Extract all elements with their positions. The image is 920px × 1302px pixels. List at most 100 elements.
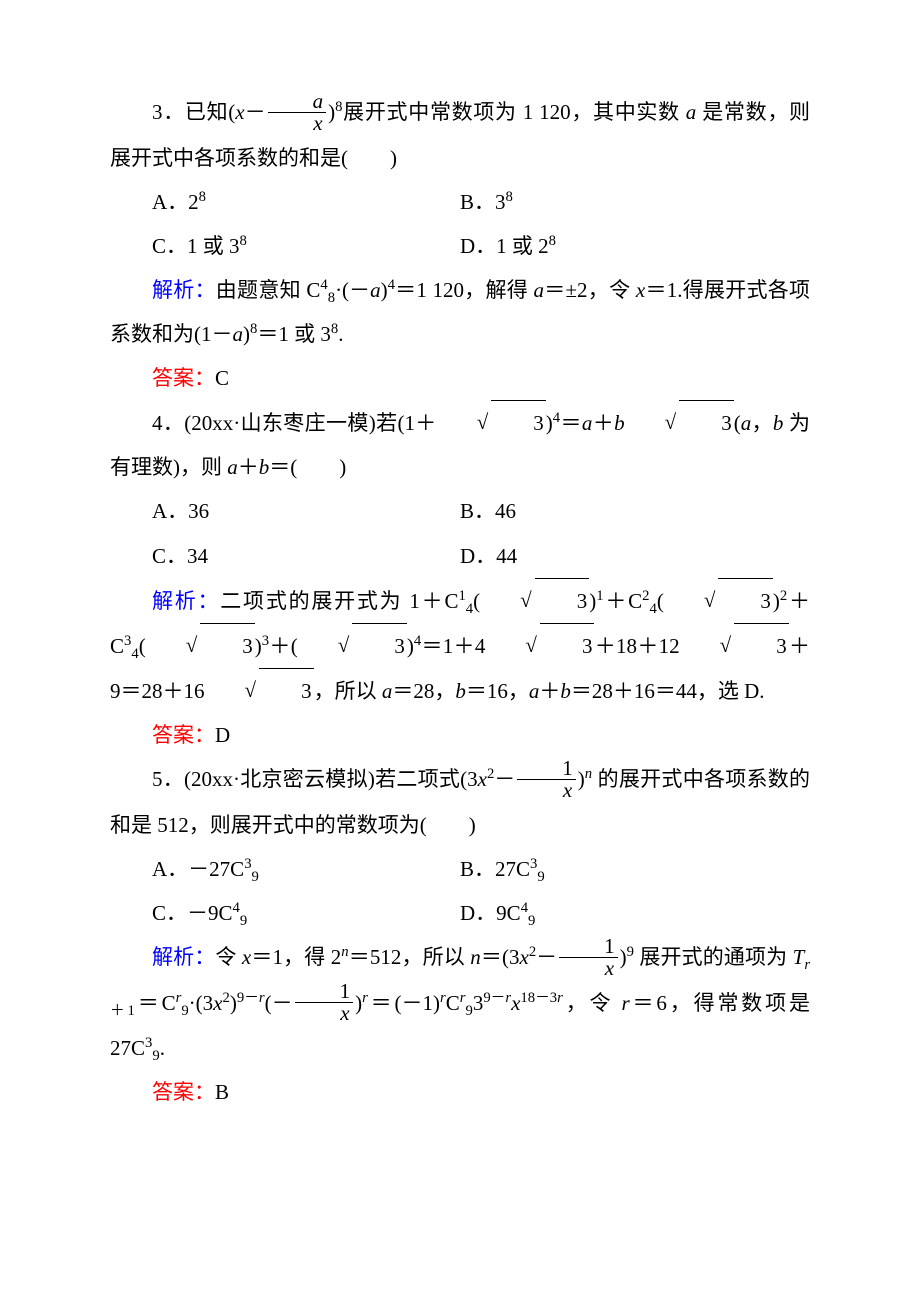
fraction-1-over-x: 1x: [559, 936, 618, 979]
text: B．27C: [460, 857, 530, 881]
q4-stem: 4．(20xx·山东枣庄一模)若(1＋3)4＝a＋b3(a，b 为有理数)，则 …: [110, 400, 810, 489]
q5-solution: 解析：令 x＝1，得 2n＝512，所以 n＝(3x2－1x)9 展开式的通项为…: [110, 935, 810, 1070]
sqrt-3: 3: [680, 623, 789, 668]
q5-options-row1: A．－27C39 B．27C39: [110, 847, 810, 891]
text: ＝1 120，解得: [395, 278, 534, 302]
var-a: a: [382, 679, 393, 703]
q4-option-a: A．36: [110, 489, 460, 533]
answer-label: 答案：: [152, 1080, 215, 1104]
text: ，: [751, 411, 773, 435]
text: ＝28＋16＝44，选 D.: [571, 679, 765, 703]
q3-option-b: B．38: [460, 180, 810, 224]
text: －: [494, 767, 515, 791]
radicand: 3: [718, 578, 773, 623]
document-page: 3．已知(x－ax)8展开式中常数项为 1 120，其中实数 a 是常数，则展开…: [0, 0, 920, 1175]
denominator: x: [295, 1002, 354, 1024]
radicand: 3: [540, 623, 595, 668]
text: A．－27C: [152, 857, 244, 881]
radicand: 3: [259, 668, 314, 713]
q5-answer: 答案：B: [110, 1070, 810, 1114]
exp-18-3r: 18－3r: [520, 990, 562, 1006]
q3-stem: 3．已知(x－ax)8展开式中常数项为 1 120，其中实数 a 是常数，则展开…: [110, 90, 810, 180]
sub: 9: [181, 1003, 188, 1019]
var-x: x: [235, 100, 244, 124]
text: ): [620, 945, 627, 969]
text: ): [407, 634, 414, 658]
var-b: b: [773, 411, 784, 435]
sqrt-3: 3: [437, 400, 546, 445]
text: ＝28，: [392, 679, 455, 703]
answer-label: 答案：: [152, 723, 215, 747]
var-b: b: [259, 455, 270, 479]
fraction-1-over-x: 1x: [517, 758, 576, 801]
var-n: n: [341, 944, 348, 960]
var-a: a: [233, 322, 244, 346]
sqrt-3: 3: [205, 668, 314, 713]
q3-option-c: C．1 或 38: [110, 224, 460, 268]
text: ): [255, 634, 262, 658]
q5-option-c: C．－9C49: [110, 891, 460, 935]
text: 3: [473, 991, 484, 1015]
fraction-1-over-x: 1x: [295, 981, 354, 1024]
q4-options-row1: A．36 B．46: [110, 489, 810, 533]
exp: 4: [388, 277, 395, 293]
text: ＋: [592, 411, 614, 435]
var-x: x: [478, 767, 487, 791]
text: ＝16，: [466, 679, 529, 703]
var-x: x: [242, 945, 251, 969]
var-x: x: [636, 278, 645, 302]
q3-answer: 答案：C: [110, 356, 810, 400]
sub: 4: [131, 646, 138, 662]
q4-solution: 解析：二项式的展开式为 1＋C14(3)1＋C24(3)2＋C34(3)3＋(3…: [110, 578, 810, 713]
text: 9－: [483, 990, 505, 1006]
q4-options-row2: C．34 D．44: [110, 534, 810, 578]
numerator: 1: [559, 936, 618, 957]
text: ): [578, 767, 585, 791]
radicand: 3: [491, 400, 546, 445]
text: ): [773, 589, 780, 613]
text: D．9C: [460, 901, 521, 925]
sqrt-3: 3: [664, 578, 773, 623]
text: ＝C: [135, 991, 176, 1015]
var-a: a: [227, 455, 238, 479]
sup: 1: [458, 588, 465, 604]
text: ＝±2，令: [544, 278, 636, 302]
q3-options-row1: A．28 B．38: [110, 180, 810, 224]
text: (: [734, 411, 741, 435]
text: 18－3: [520, 990, 557, 1006]
text: ＋: [238, 455, 259, 479]
text: ＋(: [269, 634, 298, 658]
exp: 1: [596, 588, 603, 604]
text: ): [243, 322, 250, 346]
sub: 9: [252, 869, 259, 885]
exp: 8: [549, 233, 556, 249]
text: D．1 或 2: [460, 234, 549, 258]
var-a: a: [582, 411, 593, 435]
text: ，令: [563, 991, 622, 1015]
exp-9-minus-r: 9－r: [483, 990, 511, 1006]
text: .: [160, 1036, 165, 1060]
var-x: x: [511, 991, 520, 1015]
numerator: a: [268, 91, 327, 112]
sub: 9: [465, 1003, 472, 1019]
text: ，所以: [314, 679, 382, 703]
var-n: n: [470, 945, 481, 969]
exp-9-minus-r: 9－r: [237, 990, 265, 1006]
sub: 4: [649, 601, 656, 617]
sup: 4: [521, 900, 528, 916]
radicand: 3: [200, 623, 255, 668]
solution-label: 解析：: [152, 278, 216, 302]
text: 9－: [237, 990, 259, 1006]
text: 3．已知(: [152, 100, 235, 124]
sup: 4: [233, 900, 240, 916]
exp: 9: [627, 944, 634, 960]
exp: 8: [199, 189, 206, 205]
text: ＋1: [110, 1003, 135, 1019]
var-b: b: [455, 679, 466, 703]
text: ＋18＋12: [594, 634, 679, 658]
text: 展开式的通项为: [634, 945, 793, 969]
text: ): [546, 411, 553, 435]
text: ·(3: [189, 991, 214, 1015]
sup: 4: [320, 277, 327, 293]
sub: 9: [152, 1049, 159, 1065]
